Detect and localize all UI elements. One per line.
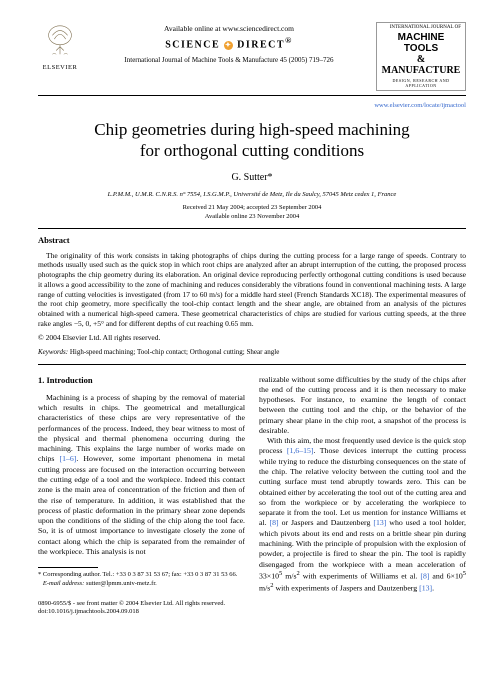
email-value: sutter@lpmm.univ-metz.fr.	[84, 580, 156, 587]
journal-logo-top: INTERNATIONAL JOURNAL OF	[381, 25, 461, 30]
ref-link[interactable]: [13]	[419, 583, 432, 592]
affiliation: L.P.M.M., U.M.R. C.N.R.S. n° 7554, I.S.G…	[38, 191, 466, 198]
journal-logo-main: MACHINE TOOLS & MANUFACTURE	[381, 32, 461, 76]
online-date: Available online 23 November 2004	[38, 213, 466, 220]
left-column: 1. Introduction Machining is a process o…	[38, 375, 245, 594]
abstract-bottom-divider	[38, 364, 466, 365]
keywords: Keywords: High-speed machining; Tool-chi…	[38, 348, 466, 356]
keywords-text: High-speed machining; Tool-chip contact;…	[68, 348, 279, 356]
abstract-top-divider	[38, 228, 466, 229]
sd-text1: SCIENCE	[165, 39, 220, 50]
sd-text2: DIRECT	[237, 39, 285, 50]
science-direct-logo: SCIENCE ✦ DIRECT®	[82, 36, 376, 50]
ref-link[interactable]: [8]	[270, 518, 279, 527]
abstract-heading: Abstract	[38, 235, 466, 245]
author: G. Sutter*	[38, 172, 466, 183]
keywords-label: Keywords:	[38, 348, 68, 356]
copyright: © 2004 Elsevier Ltd. All rights reserved…	[38, 333, 466, 342]
corresponding-footnote: * Corresponding author. Tel.: +33 0 3 87…	[38, 571, 245, 579]
compass-icon: ✦	[224, 41, 233, 50]
body-columns: 1. Introduction Machining is a process o…	[38, 375, 466, 594]
journal-reference: International Journal of Machine Tools &…	[82, 56, 376, 64]
journal-logo-sub: DESIGN, RESEARCH AND APPLICATION	[381, 78, 461, 88]
elsevier-tree-icon	[41, 22, 79, 60]
col2-para2: With this aim, the most frequently used …	[259, 436, 466, 593]
ref-link[interactable]: [8]	[420, 571, 429, 580]
footnote-separator	[38, 567, 98, 568]
email-label: E-mail address:	[43, 580, 84, 587]
col2-para1: realizable without some difficulties by …	[259, 375, 466, 437]
journal-header: ELSEVIER Available online at www.science…	[38, 22, 466, 91]
issn-line: 0890-6955/$ - see front matter © 2004 El…	[38, 600, 466, 607]
ref-link[interactable]: [13]	[373, 518, 386, 527]
title-line2: for orthogonal cutting conditions	[140, 141, 364, 160]
center-header: Available online at www.sciencedirect.co…	[82, 22, 376, 64]
col1-para: Machining is a process of shaping by the…	[38, 393, 245, 558]
doi-line: doi:10.1016/j.ijmachtools.2004.09.018	[38, 608, 466, 615]
email-footnote: E-mail address: sutter@lpmm.univ-metz.fr…	[38, 580, 245, 588]
abstract-text: The originality of this work consists in…	[38, 251, 466, 329]
available-online: Available online at www.sciencedirect.co…	[82, 24, 376, 33]
right-column: realizable without some difficulties by …	[259, 375, 466, 594]
title-line1: Chip geometries during high-speed machin…	[94, 120, 409, 139]
elsevier-logo: ELSEVIER	[38, 22, 82, 71]
publisher-name: ELSEVIER	[38, 64, 82, 71]
journal-logo: INTERNATIONAL JOURNAL OF MACHINE TOOLS &…	[376, 22, 466, 91]
received-date: Received 21 May 2004; accepted 23 Septem…	[38, 204, 466, 211]
intro-heading: 1. Introduction	[38, 375, 245, 386]
header-divider	[38, 95, 466, 96]
ref-link[interactable]: [1–6]	[60, 454, 77, 463]
ref-link[interactable]: [1,6–15]	[287, 446, 314, 455]
paper-title: Chip geometries during high-speed machin…	[38, 119, 466, 162]
website-link[interactable]: www.elsevier.com/locate/ijmactool	[38, 102, 466, 109]
